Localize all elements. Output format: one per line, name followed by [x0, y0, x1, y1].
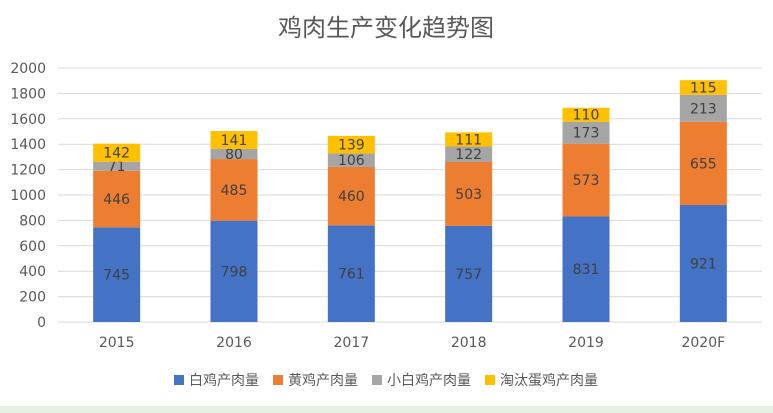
data-label: 503 — [455, 187, 482, 203]
bar-segment — [93, 143, 141, 162]
bar-segment — [210, 130, 258, 149]
y-tick-label: 200 — [19, 290, 46, 306]
data-label: 655 — [690, 156, 717, 172]
bar-segment — [327, 135, 375, 154]
bar-segment — [445, 161, 493, 226]
data-label: 71 — [108, 159, 126, 175]
data-label: 142 — [103, 146, 130, 162]
data-label: 213 — [690, 101, 717, 117]
data-label: 485 — [221, 183, 248, 199]
x-tick-label: 2019 — [568, 335, 604, 351]
bar-segment — [679, 94, 727, 122]
legend-item: 小白鸡产肉量 — [372, 372, 471, 389]
y-tick-label: 0 — [37, 315, 46, 331]
bar-segment — [327, 225, 375, 322]
data-label: 446 — [103, 192, 130, 208]
data-label: 139 — [338, 138, 365, 154]
y-tick-label: 1600 — [10, 112, 46, 128]
legend-label: 淘汰蛋鸡产肉量 — [500, 372, 598, 389]
chart-title: 鸡肉生产变化趋势图 — [278, 14, 494, 42]
legend-swatch — [372, 375, 382, 385]
y-axis-ticks: 0 200 400 600 800 1000 1200 1400 1600 1800 2000 — [10, 61, 46, 331]
legend-label: 白鸡产肉量 — [189, 372, 259, 389]
legend-label: 小白鸡产肉量 — [387, 372, 471, 389]
data-label: 745 — [103, 268, 130, 284]
data-label: 798 — [221, 264, 248, 280]
data-label: 921 — [690, 257, 717, 273]
bar-segment — [445, 132, 493, 147]
legend-item: 淘汰蛋鸡产肉量 — [485, 372, 598, 389]
bar-segment — [93, 161, 141, 171]
legend: 白鸡产肉量 黄鸡产肉量 小白鸡产肉量 淘汰蛋鸡产肉量 — [174, 372, 598, 389]
bar-segment — [445, 225, 493, 322]
grid-lines — [58, 67, 762, 323]
y-tick-label: 800 — [19, 213, 46, 229]
x-tick-label: 2017 — [334, 335, 370, 351]
bar-segment — [445, 146, 493, 162]
legend-label: 黄鸡产肉量 — [288, 372, 358, 389]
bar-segment — [210, 159, 258, 221]
bar-segment — [327, 166, 375, 226]
data-label: 122 — [455, 147, 482, 163]
y-tick-label: 600 — [19, 239, 46, 255]
bar-segment — [679, 205, 727, 322]
bar-segment — [679, 80, 727, 95]
y-tick-label: 2000 — [10, 61, 46, 77]
y-tick-label: 400 — [19, 264, 46, 280]
data-label: 761 — [338, 267, 365, 283]
data-label: 573 — [573, 173, 600, 189]
data-label: 111 — [455, 132, 482, 148]
legend-swatch — [174, 375, 184, 385]
bottom-strip — [0, 406, 773, 413]
bar-segment — [93, 170, 141, 228]
data-label: 757 — [455, 267, 482, 283]
x-axis-ticks: 2015 2016 2017 2018 2019 2020F — [99, 335, 725, 351]
bar-segment — [562, 107, 610, 122]
y-tick-label: 1400 — [10, 137, 46, 153]
x-tick-label: 2016 — [216, 335, 252, 351]
bar-segment — [562, 143, 610, 217]
legend-item: 黄鸡产肉量 — [273, 372, 358, 389]
data-label: 460 — [338, 189, 365, 205]
bar-segment — [562, 121, 610, 144]
data-label: 110 — [573, 108, 600, 124]
y-tick-label: 1200 — [10, 163, 46, 179]
bar-segment — [93, 227, 141, 322]
bar-segment — [562, 216, 610, 322]
bar-segment — [210, 220, 258, 322]
legend-swatch — [485, 375, 495, 385]
y-tick-label: 1000 — [10, 188, 46, 204]
bar-segment — [210, 148, 258, 160]
data-label: 173 — [573, 126, 600, 142]
x-tick-label: 2015 — [99, 335, 135, 351]
data-label: 831 — [573, 262, 600, 278]
y-tick-label: 1800 — [10, 86, 46, 102]
data-label: 141 — [221, 133, 248, 149]
data-label: 115 — [690, 80, 717, 96]
legend-swatch — [273, 375, 283, 385]
bar-segment — [327, 153, 375, 167]
legend-item: 白鸡产肉量 — [174, 372, 259, 389]
bar-segment — [679, 121, 727, 206]
x-tick-label: 2018 — [451, 335, 487, 351]
x-tick-label: 2020F — [681, 335, 725, 351]
data-label: 80 — [225, 147, 243, 163]
data-label: 106 — [338, 153, 365, 169]
